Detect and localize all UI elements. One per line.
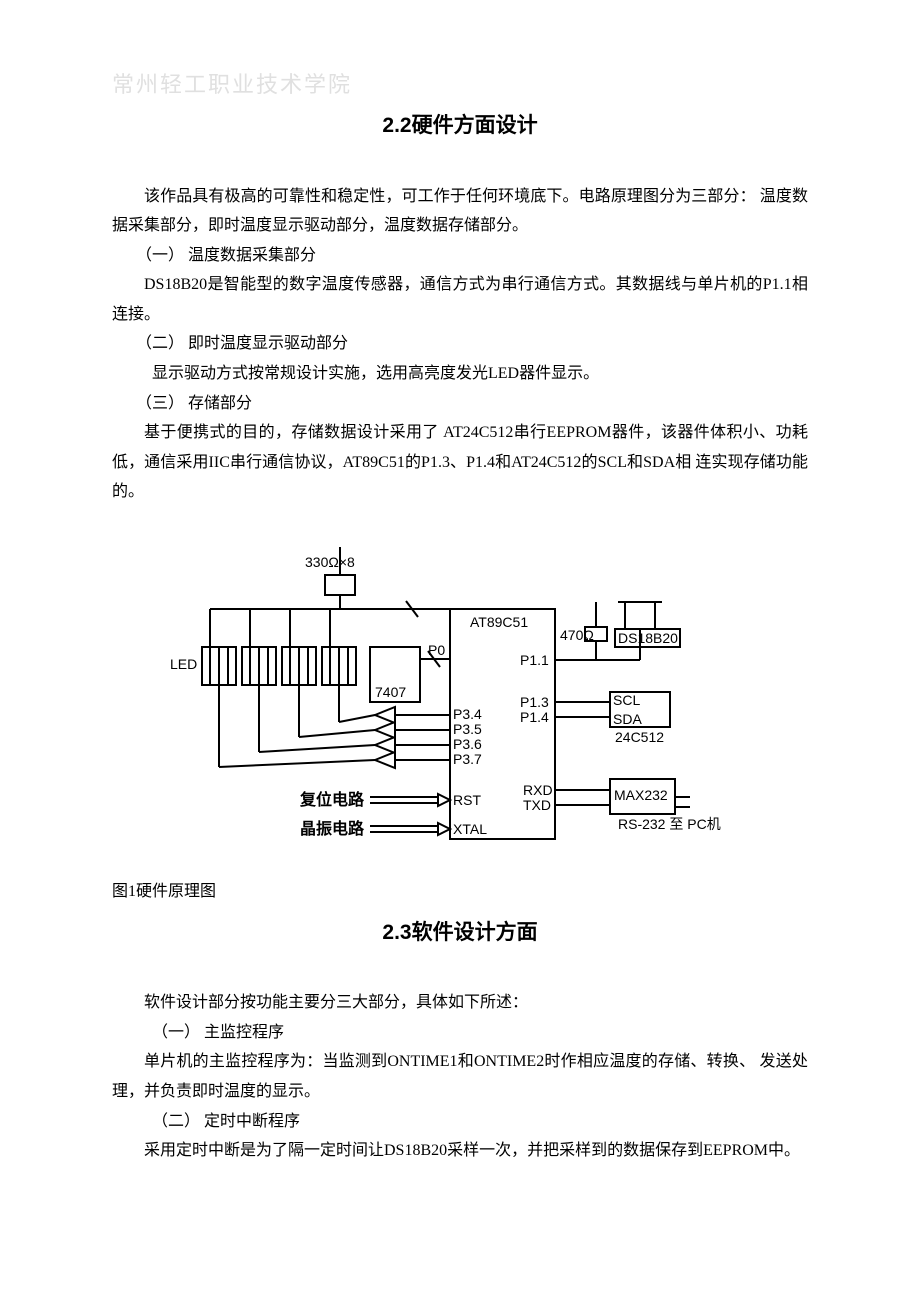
s23-intro: 软件设计部分按功能主要分三大部分，具体如下所述：: [112, 988, 808, 1018]
dg-label-led: LED: [170, 656, 197, 672]
dg-label-reset: 复位电路: [299, 790, 365, 809]
figure1-caption: 图1硬件原理图: [112, 877, 808, 907]
s23-item2-body: 采用定时中断是为了隔一定时间让DS18B20采样一次，并把采样到的数据保存到EE…: [112, 1136, 808, 1166]
dg-label-p36: P3.6: [453, 736, 482, 752]
s23-item1-head: （一） 主监控程序: [112, 1018, 808, 1048]
dg-label-scl: SCL: [613, 692, 640, 708]
dg-label-at89c51: AT89C51: [470, 614, 528, 630]
dg-label-p0: P0: [428, 642, 445, 658]
dg-label-p37: P3.7: [453, 751, 482, 767]
s22-item1-body: DS18B20是智能型的数字温度传感器，通信方式为串行通信方式。其数据线与单片机…: [112, 270, 808, 329]
dg-label-p35: P3.5: [453, 721, 482, 737]
dg-label-rxd: RXD: [523, 782, 553, 798]
dg-label-rst: RST: [453, 792, 481, 808]
dg-label-sda: SDA: [613, 711, 642, 727]
dg-label-ds18b20: DS18B20: [618, 630, 678, 646]
dg-label-crystal: 晶振电路: [300, 819, 365, 838]
s22-item2-body: 显示驱动方式按常规设计实施，选用高亮度发光LED器件显示。: [112, 359, 808, 389]
dg-label-txd: TXD: [523, 797, 551, 813]
dg-label-rs232: RS-232 至 PC机: [618, 816, 721, 832]
s22-item3-body: 基于便携式的目的，存储数据设计采用了 AT24C512串行EEPROM器件，该器…: [112, 418, 808, 507]
s22-item3-head: （三） 存储部分: [112, 389, 808, 419]
dg-label-p14: P1.4: [520, 709, 549, 725]
s22-intro: 该作品具有极高的可靠性和稳定性，可工作于任何环境底下。电路原理图分为三部分： 温…: [112, 182, 808, 241]
watermark-text: 常州轻工职业技术学院: [112, 68, 352, 101]
dg-label-max232: MAX232: [614, 787, 668, 803]
s22-item1-head: （一） 温度数据采集部分: [112, 241, 808, 271]
dg-label-p34: P3.4: [453, 706, 482, 722]
dg-label-24c512: 24C512: [615, 729, 664, 745]
dg-label-330: 330Ω×8: [305, 554, 355, 570]
dg-label-470: 470Ω: [560, 627, 594, 643]
hardware-diagram-container: 330Ω×8 LED 7407 P0 AT89C51 P1.1 P1.: [112, 547, 808, 857]
section-2-3-title: 2.3软件设计方面: [112, 917, 808, 949]
hardware-diagram: 330Ω×8 LED 7407 P0 AT89C51 P1.1 P1.: [170, 547, 750, 857]
section-2-2-title: 2.2硬件方面设计: [112, 110, 808, 142]
dg-label-xtal: XTAL: [453, 821, 487, 837]
dg-label-7407: 7407: [375, 684, 406, 700]
s22-item2-head: （二） 即时温度显示驱动部分: [112, 329, 808, 359]
s23-item2-head: （二） 定时中断程序: [112, 1107, 808, 1137]
s23-item1-body: 单片机的主监控程序为：当监测到ONTIME1和ONTIME2时作相应温度的存储、…: [112, 1047, 808, 1106]
dg-label-p13: P1.3: [520, 694, 549, 710]
dg-label-p11: P1.1: [520, 652, 549, 668]
